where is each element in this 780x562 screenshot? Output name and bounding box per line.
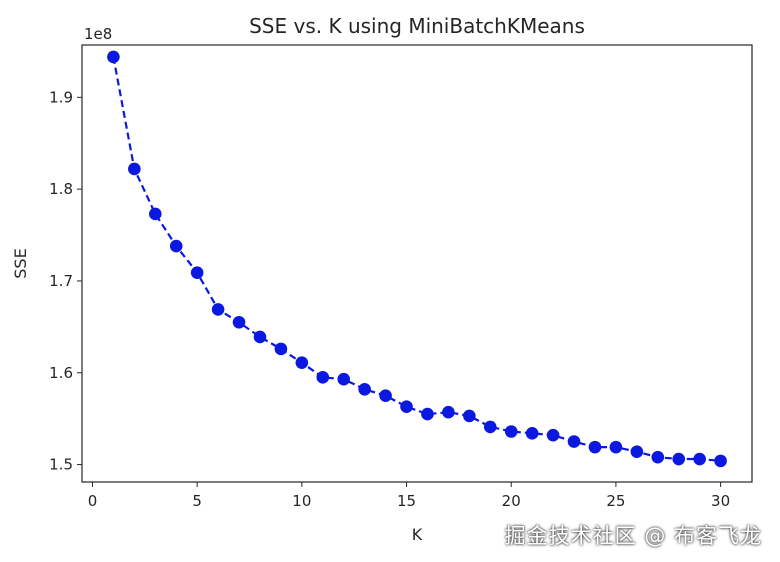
data-point	[672, 452, 686, 466]
data-point	[358, 382, 371, 396]
data-point	[421, 407, 434, 421]
data-point	[379, 389, 392, 403]
data-point	[128, 162, 141, 176]
y-axis: 1.5 1.6 1.7 1.8 1.9	[49, 88, 82, 474]
y-tick-label: 1.6	[49, 364, 73, 382]
data-point	[546, 428, 560, 442]
data-point	[316, 371, 330, 384]
y-offset-label: 1e8	[84, 25, 112, 43]
x-axis-title: K	[412, 525, 423, 544]
data-point	[190, 266, 204, 279]
data-point	[567, 435, 581, 448]
data-point	[274, 342, 288, 356]
data-point	[630, 445, 644, 459]
data-point	[253, 330, 267, 344]
y-tick-label: 1.5	[49, 456, 73, 474]
data-point	[107, 50, 120, 64]
y-tick-label: 1.8	[49, 180, 73, 198]
data-points	[107, 50, 727, 468]
y-tick-label: 1.7	[49, 272, 73, 290]
data-point	[693, 452, 706, 466]
chart-title: SSE vs. K using MiniBatchKMeans	[249, 14, 585, 38]
series-line	[112, 56, 721, 462]
data-point	[169, 239, 183, 253]
data-point	[148, 207, 162, 221]
x-tick-label: 20	[502, 492, 521, 510]
x-axis: 0 5 10 15 20 25 30	[88, 482, 730, 510]
data-point	[232, 315, 246, 329]
data-point	[609, 440, 623, 454]
data-point	[504, 425, 518, 438]
data-point	[337, 372, 351, 386]
x-tick-label: 30	[711, 492, 730, 510]
data-point	[714, 454, 727, 468]
data-point	[463, 409, 476, 423]
x-tick-label: 15	[397, 492, 416, 510]
x-tick-label: 10	[292, 492, 311, 510]
x-tick-label: 5	[192, 492, 202, 510]
data-point	[400, 400, 413, 414]
y-tick-label: 1.9	[49, 88, 73, 106]
data-point	[483, 420, 497, 434]
y-axis-title: SSE	[11, 248, 30, 278]
watermark-text: 掘金技术社区 @ 布客飞龙	[504, 524, 762, 548]
plot-frame	[81, 44, 753, 483]
data-point	[442, 405, 455, 419]
data-point	[211, 303, 225, 316]
data-point	[295, 356, 309, 369]
x-tick-label: 0	[88, 492, 98, 510]
data-point	[651, 450, 665, 464]
x-tick-label: 25	[606, 492, 625, 510]
data-point	[588, 440, 602, 454]
data-point	[525, 427, 539, 440]
